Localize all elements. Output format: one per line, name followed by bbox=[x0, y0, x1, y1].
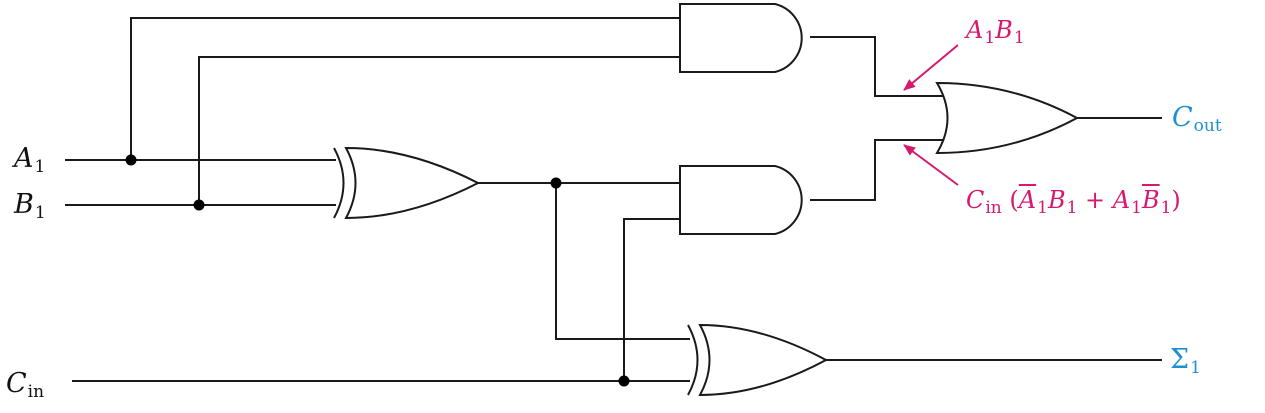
ann2-t1a-sub: 1 bbox=[1037, 198, 1048, 218]
wire-b1-to-and1 bbox=[198, 56, 680, 205]
arrow-and1-term bbox=[903, 44, 959, 91]
output-cout-sub: out bbox=[1193, 116, 1222, 136]
junction-dot-cin bbox=[618, 375, 630, 387]
input-label-a1: A1 bbox=[14, 145, 45, 176]
ann2-plus: + bbox=[1077, 186, 1113, 214]
ann1-a-sub: 1 bbox=[984, 28, 996, 48]
wire-and2-to-or bbox=[810, 139, 944, 201]
input-a1-letter: A bbox=[14, 143, 34, 174]
input-cin-sub: in bbox=[27, 382, 45, 402]
input-label-b1: B1 bbox=[14, 191, 46, 222]
or-gate bbox=[935, 81, 1080, 155]
ann2-c-sub: in bbox=[985, 198, 1002, 218]
arrow-and2-term bbox=[903, 144, 959, 186]
ann1-b-sub: 1 bbox=[1013, 28, 1025, 48]
input-label-cin: Cin bbox=[6, 370, 44, 401]
output-sum-letter: Σ bbox=[1170, 344, 1190, 375]
ann2-open: ( bbox=[1001, 186, 1019, 214]
junction-dot-b1 bbox=[193, 199, 205, 211]
junction-dot-a1 bbox=[125, 154, 137, 166]
annotation-and2-term: Cin (A1B1 + A1B1) bbox=[966, 188, 1181, 217]
ann2-t2a: A bbox=[1112, 186, 1131, 214]
ann1-a: A bbox=[966, 16, 984, 44]
and-gate-2 bbox=[679, 165, 803, 235]
ann2-t1b-sub: 1 bbox=[1066, 198, 1078, 218]
input-b1-sub: 1 bbox=[34, 203, 46, 223]
ann1-b: B bbox=[995, 16, 1013, 44]
xor-gate-2 bbox=[687, 323, 829, 397]
output-sum-sub: 1 bbox=[1190, 358, 1201, 378]
junction-dot-xor1-out bbox=[550, 177, 562, 189]
wire-and1-to-or bbox=[810, 36, 944, 97]
input-cin-letter: C bbox=[6, 368, 27, 399]
wire-xor1-to-xor2 bbox=[555, 183, 690, 340]
ann2-t2b: B bbox=[1141, 186, 1160, 214]
output-label-cout: Cout bbox=[1172, 104, 1222, 135]
output-cout-letter: C bbox=[1172, 102, 1193, 133]
annotation-and1-term: A1B1 bbox=[966, 18, 1025, 47]
input-b1-letter: B bbox=[14, 189, 34, 220]
wire-cin-to-and2 bbox=[623, 218, 680, 381]
ann2-t1b: B bbox=[1047, 186, 1066, 214]
and-gate-1 bbox=[679, 3, 803, 73]
output-label-sum: Σ1 bbox=[1170, 346, 1201, 377]
ann2-t2b-sub: 1 bbox=[1160, 198, 1172, 218]
ann2-close: ) bbox=[1171, 186, 1181, 214]
input-a1-sub: 1 bbox=[34, 157, 46, 177]
ann2-t2a-sub: 1 bbox=[1131, 198, 1142, 218]
wire-a1-to-and1 bbox=[130, 17, 680, 160]
xor-gate-1 bbox=[333, 146, 481, 220]
ann2-c: C bbox=[966, 186, 985, 214]
ann2-t1a: A bbox=[1018, 186, 1037, 214]
